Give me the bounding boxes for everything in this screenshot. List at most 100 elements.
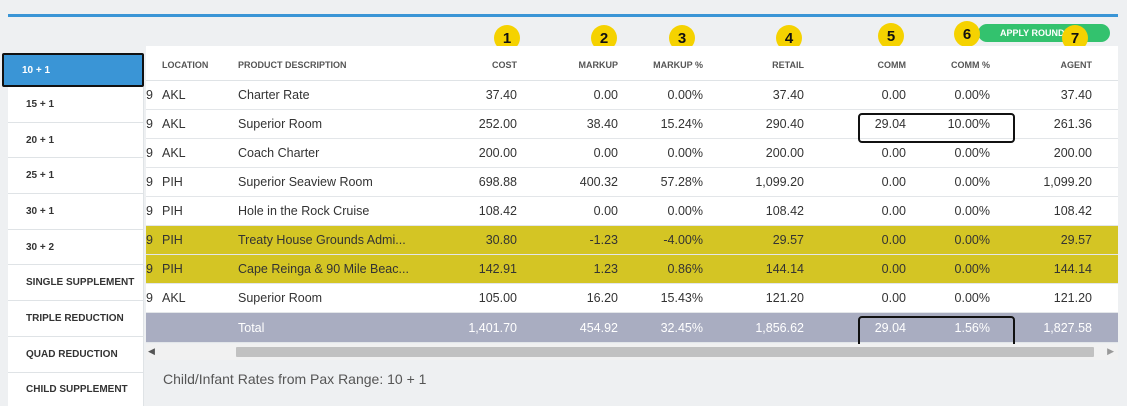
cell-cost: 30.80 bbox=[485, 233, 517, 247]
sidebar-item-30-2[interactable]: 30 + 2 bbox=[8, 229, 144, 266]
sidebar-item-single-supplement[interactable]: SINGLE SUPPLEMENT bbox=[8, 265, 144, 302]
table-row[interactable]: 9 PIH Cape Reinga & 90 Mile Beac... 142.91 1… bbox=[146, 255, 1118, 284]
sidebar-item-20-1[interactable]: 20 + 1 bbox=[8, 122, 144, 159]
cell-comm: 0.00 bbox=[881, 88, 906, 102]
scroll-right-icon[interactable]: ▶ bbox=[1107, 346, 1114, 356]
cell-cost: 698.88 bbox=[478, 175, 517, 189]
table-row[interactable]: 9 AKL Coach Charter 200.00 0.00 0.00% 200.00 0.… bbox=[146, 139, 1118, 168]
apply-rounding-button[interactable]: APPLY ROUNDING bbox=[978, 24, 1110, 42]
cell-retail: 290.40 bbox=[765, 117, 804, 131]
cell-date: 9 bbox=[146, 262, 153, 276]
cell-description: Cape Reinga & 90 Mile Beac... bbox=[238, 262, 409, 276]
total-markup-pct: 32.45% bbox=[660, 320, 703, 335]
cell-comm: 29.04 bbox=[874, 117, 906, 131]
cell-comm: 0.00 bbox=[881, 175, 906, 189]
header-description[interactable]: PRODUCT DESCRIPTION bbox=[238, 60, 347, 70]
cell-description: Hole in the Rock Cruise bbox=[238, 204, 370, 218]
cell-comm: 0.00 bbox=[881, 262, 906, 276]
cell-date: 9 bbox=[146, 88, 153, 102]
cell-retail: 200.00 bbox=[765, 146, 804, 160]
sidebar-item-30-1[interactable]: 30 + 1 bbox=[8, 194, 144, 230]
sidebar-item-15-1[interactable]: 15 + 1 bbox=[8, 87, 144, 123]
cell-markup-pct: 57.28% bbox=[660, 175, 703, 189]
total-agent: 1,827.58 bbox=[1043, 320, 1092, 335]
sidebar-item-triple-reduction[interactable]: TRIPLE REDUCTION bbox=[8, 301, 144, 337]
sidebar-item-child-supplement[interactable]: CHILD SUPPLEMENT bbox=[8, 372, 144, 406]
cell-location: PIH bbox=[162, 175, 183, 189]
total-retail: 1,856.62 bbox=[755, 320, 804, 335]
header-markup[interactable]: MARKUP bbox=[578, 60, 619, 70]
cell-location: PIH bbox=[162, 204, 183, 218]
cell-agent: 108.42 bbox=[1053, 204, 1092, 218]
cell-description: Superior Room bbox=[238, 117, 323, 131]
header-comm-pct[interactable]: COMM % bbox=[951, 60, 990, 70]
sidebar-item-25-1[interactable]: 25 + 1 bbox=[8, 158, 144, 195]
table-header: LOCATION PRODUCT DESCRIPTION COST MARKUP… bbox=[146, 46, 1118, 81]
total-comm: 29.04 bbox=[874, 320, 906, 335]
cell-retail: 37.40 bbox=[772, 88, 804, 102]
cell-comm: 0.00 bbox=[881, 204, 906, 218]
total-row: Total 1,401.70 454.92 32.45% 1,856.62 29… bbox=[146, 313, 1118, 343]
cell-agent: 29.57 bbox=[1060, 233, 1092, 247]
cell-markup: 0.00 bbox=[593, 146, 618, 160]
cell-markup: 1.23 bbox=[593, 262, 618, 276]
cell-agent: 121.20 bbox=[1053, 291, 1092, 305]
rates-table: LOCATION PRODUCT DESCRIPTION COST MARKUP… bbox=[146, 46, 1118, 343]
total-label: Total bbox=[238, 320, 265, 335]
comm-highlight-box-row bbox=[858, 113, 1015, 143]
header-markup-pct[interactable]: MARKUP % bbox=[653, 60, 703, 70]
callout-5: 5 bbox=[878, 23, 904, 49]
header-agent[interactable]: AGENT bbox=[1060, 60, 1093, 70]
accent-divider bbox=[8, 14, 1118, 17]
table-row[interactable]: 9 PIH Hole in the Rock Cruise 108.42 0.00 0.0… bbox=[146, 197, 1118, 226]
cell-comm-pct: 0.00% bbox=[954, 204, 990, 218]
total-markup: 454.92 bbox=[579, 320, 618, 335]
cell-retail: 1,099.20 bbox=[755, 175, 804, 189]
cell-markup-pct: 0.00% bbox=[667, 146, 703, 160]
cell-comm: 0.00 bbox=[881, 233, 906, 247]
cell-cost: 142.91 bbox=[478, 262, 517, 276]
cell-comm-pct: 10.00% bbox=[947, 117, 990, 131]
cell-cost: 252.00 bbox=[478, 117, 517, 131]
cell-description: Superior Room bbox=[238, 291, 323, 305]
table-row[interactable]: 9 PIH Treaty House Grounds Admi... 30.80 -1.… bbox=[146, 226, 1118, 255]
cell-date: 9 bbox=[146, 291, 153, 305]
header-retail[interactable]: RETAIL bbox=[772, 60, 804, 70]
table-row[interactable]: 9 PIH Superior Seaview Room 698.88 400.32 57.… bbox=[146, 168, 1118, 197]
cell-markup: 38.40 bbox=[586, 117, 618, 131]
cell-comm-pct: 0.00% bbox=[954, 262, 990, 276]
sidebar-item-10-1[interactable]: 10 + 1 bbox=[2, 53, 144, 87]
cell-agent: 1,099.20 bbox=[1043, 175, 1092, 189]
cell-cost: 37.40 bbox=[485, 88, 517, 102]
cell-location: AKL bbox=[162, 117, 186, 131]
cell-date: 9 bbox=[146, 146, 153, 160]
table-row[interactable]: 9 AKL Charter Rate 37.40 0.00 0.00% 37.40 0.00 0… bbox=[146, 81, 1118, 110]
cell-comm-pct: 0.00% bbox=[954, 146, 990, 160]
header-location[interactable]: LOCATION bbox=[162, 60, 209, 70]
cell-comm-pct: 0.00% bbox=[954, 175, 990, 189]
cell-agent: 37.40 bbox=[1060, 88, 1092, 102]
scrollbar-thumb[interactable] bbox=[236, 347, 1094, 357]
header-comm[interactable]: COMM bbox=[877, 60, 907, 70]
cell-markup: 0.00 bbox=[593, 88, 618, 102]
cell-agent: 200.00 bbox=[1053, 146, 1092, 160]
cell-markup-pct: 0.00% bbox=[667, 88, 703, 102]
cell-cost: 108.42 bbox=[478, 204, 517, 218]
cell-retail: 108.42 bbox=[765, 204, 804, 218]
cell-location: AKL bbox=[162, 291, 186, 305]
table-row[interactable]: 9 AKL Superior Room 105.00 16.20 15.43% 121.20… bbox=[146, 284, 1118, 313]
cell-date: 9 bbox=[146, 117, 153, 131]
cell-agent: 144.14 bbox=[1053, 262, 1092, 276]
scroll-left-icon[interactable]: ◀ bbox=[148, 346, 155, 356]
cell-cost: 105.00 bbox=[478, 291, 517, 305]
horizontal-scrollbar[interactable]: ◀ ▶ bbox=[146, 344, 1118, 360]
cell-retail: 121.20 bbox=[765, 291, 804, 305]
sidebar-item-quad-reduction[interactable]: QUAD REDUCTION bbox=[8, 336, 144, 373]
header-cost[interactable]: COST bbox=[491, 60, 517, 70]
cell-markup: 400.32 bbox=[579, 175, 618, 189]
cell-location: AKL bbox=[162, 146, 186, 160]
cell-comm-pct: 0.00% bbox=[954, 291, 990, 305]
cell-markup: 0.00 bbox=[593, 204, 618, 218]
cell-location: AKL bbox=[162, 88, 186, 102]
